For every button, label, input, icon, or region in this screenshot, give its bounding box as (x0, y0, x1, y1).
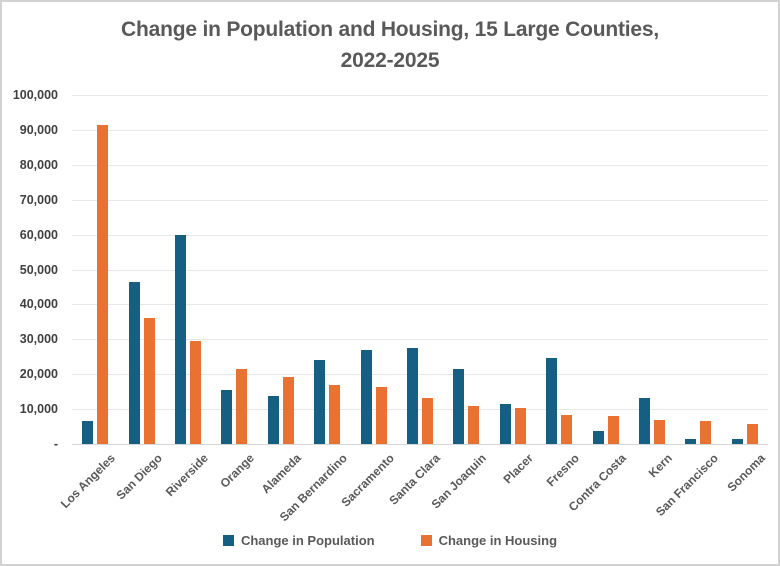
bar-group (118, 95, 164, 444)
bar-group (304, 95, 350, 444)
bar-group (629, 95, 675, 444)
chart-title-line1: Change in Population and Housing, 15 Lar… (121, 18, 659, 41)
population-bar (731, 439, 743, 444)
x-axis: Los Angeles San Diego Riverside Orange Alame… (58, 444, 768, 534)
gridline (72, 164, 768, 166)
population-bar (82, 421, 94, 444)
population-bar (499, 403, 511, 444)
bar-group (722, 95, 768, 444)
bar-group (211, 95, 257, 444)
bar-group (397, 95, 443, 444)
population-bar (453, 368, 465, 444)
population-bar (314, 359, 326, 444)
x-axis-label: Riverside (162, 451, 211, 500)
y-axis-label: 40,000 (19, 297, 58, 312)
bar-group (675, 95, 721, 444)
gridline (72, 444, 768, 445)
y-axis-label: - (53, 437, 58, 451)
housing-bar (700, 420, 712, 444)
population-bar (128, 281, 140, 444)
gridline (72, 95, 768, 96)
housing-bar (375, 387, 387, 444)
gridline (72, 409, 768, 411)
bar-groups (72, 95, 768, 444)
housing-bar (514, 408, 526, 444)
legend: Change in Population Change in Housing (2, 533, 778, 548)
population-bar (592, 431, 604, 444)
x-axis-label: Orange (217, 451, 258, 491)
gridline (72, 304, 768, 306)
housing-bar (236, 368, 248, 444)
legend-item-housing: Change in Housing (420, 533, 558, 548)
population-bar (546, 357, 558, 444)
y-axis-label: 80,000 (19, 157, 58, 172)
housing-bar (97, 125, 109, 444)
legend-label-housing: Change in Housing (438, 533, 558, 548)
bar-group (350, 95, 396, 444)
x-axis-label: Kern (645, 451, 675, 481)
gridline (72, 129, 768, 131)
y-axis-label: 30,000 (19, 332, 58, 347)
x-axis-label: Sonoma (724, 451, 768, 495)
gridline (72, 374, 768, 376)
y-axis-label: 100,000 (12, 88, 58, 102)
bar-group (490, 95, 536, 444)
y-axis-label: 60,000 (19, 227, 58, 242)
housing-bar (190, 341, 202, 444)
chart-title-line2: 2022-2025 (340, 49, 440, 72)
legend-label-population: Change in Population (240, 533, 375, 548)
bar-group (165, 95, 211, 444)
population-bar (221, 389, 233, 444)
population-bar (639, 398, 651, 444)
gridline (72, 234, 768, 236)
chart-title: Change in Population and Housing, 15 Lar… (2, 14, 778, 76)
x-axis-label: Fresno (543, 451, 583, 490)
y-axis-label: 70,000 (19, 192, 58, 207)
y-axis-label: 20,000 (19, 367, 58, 382)
bar-group (536, 95, 582, 444)
bar-group (582, 95, 628, 444)
y-axis-label: 50,000 (19, 262, 58, 277)
bar-group (443, 95, 489, 444)
x-axis-label: Alameda (258, 451, 304, 497)
population-bar (360, 350, 372, 444)
population-swatch-icon (222, 535, 234, 546)
population-bar (685, 438, 697, 444)
population-bar (175, 234, 187, 444)
housing-bar (329, 384, 341, 444)
bar-group (72, 95, 118, 444)
gridline (72, 339, 768, 341)
housing-bar (746, 424, 758, 444)
x-axis-label: San Diego (113, 451, 165, 503)
x-axis-label: Los Angeles (58, 451, 119, 512)
housing-bar (468, 405, 480, 444)
bar-group (258, 95, 304, 444)
y-axis: 100,000 90,000 80,000 70,000 60,000 50,000 40,… (2, 88, 58, 451)
population-bar (407, 348, 419, 444)
gridline (72, 269, 768, 271)
population-bar (267, 395, 279, 444)
plot-area (72, 95, 768, 445)
gridline (72, 199, 768, 201)
legend-item-population: Change in Population (222, 533, 375, 548)
housing-swatch-icon (420, 535, 432, 546)
housing-bar (654, 419, 666, 444)
housing-bar (143, 318, 155, 444)
housing-bar (561, 414, 573, 444)
housing-bar (282, 377, 294, 444)
y-axis-label: 10,000 (19, 402, 58, 417)
housing-bar (607, 416, 619, 444)
x-axis-label: Placer (500, 451, 536, 487)
y-axis-label: 90,000 (19, 122, 58, 137)
housing-bar (422, 397, 434, 444)
